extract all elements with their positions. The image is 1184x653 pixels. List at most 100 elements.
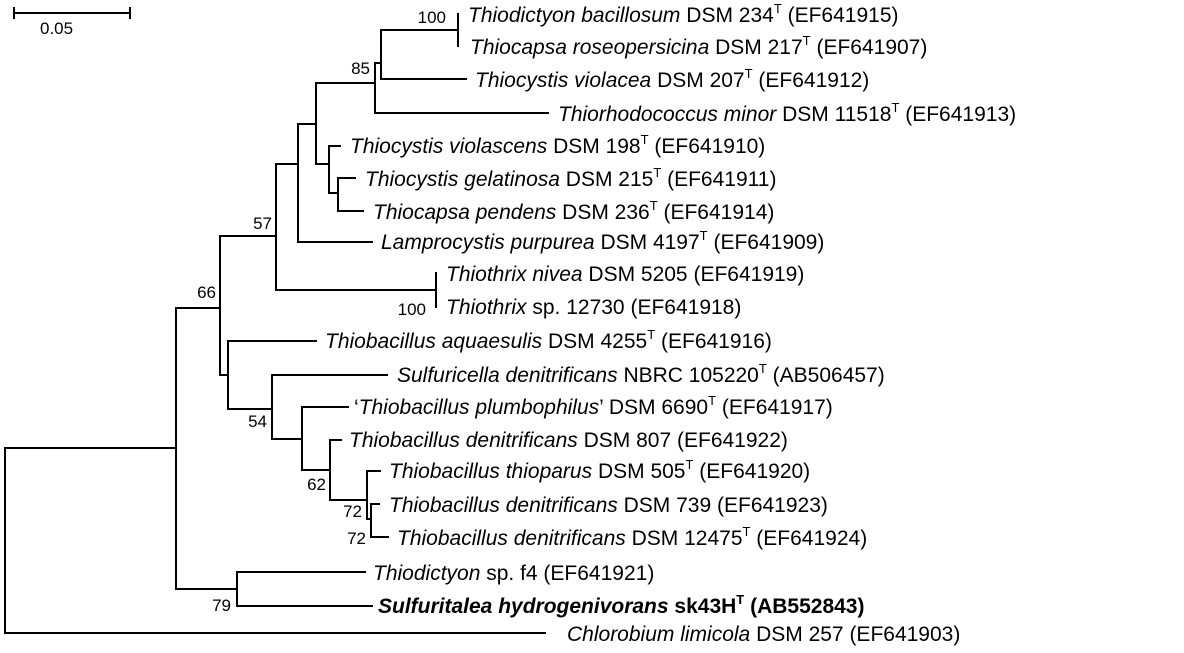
taxon-name: Thiobacillus denitrificans	[397, 527, 626, 550]
accession-number: (EF641918)	[625, 296, 742, 319]
taxon-label: Thiothrix sp. 12730 (EF641918)	[446, 296, 741, 319]
type-strain-marker: T	[891, 100, 899, 115]
taxon-label: Thiobacillus thioparus DSM 505T (EF64192…	[389, 457, 810, 483]
strain-id: DSM 198	[547, 135, 640, 158]
taxon-label: Lamprocystis purpurea DSM 4197T (EF64190…	[381, 228, 824, 254]
type-strain-marker: T	[647, 327, 655, 342]
accession-number: (EF641916)	[655, 330, 772, 353]
taxon-name: Thiocystis violascens	[350, 135, 548, 158]
strain-id: DSM 257	[750, 623, 843, 646]
bootstrap-value: 79	[212, 596, 231, 615]
taxon-name: Thiobacillus denitrificans	[389, 494, 618, 517]
strain-id: DSM 807	[578, 429, 671, 452]
accession-number: (EF641923)	[711, 494, 828, 517]
strain-id: DSM 215	[560, 168, 653, 191]
taxon-name: Thiodictyon	[373, 562, 480, 585]
accession-number: (EF641913)	[899, 103, 1016, 126]
taxon-label: Thiocystis violascens DSM 198T (EF641910…	[350, 132, 765, 158]
taxon-name: Thiocystis violacea	[475, 69, 651, 92]
bootstrap-value: 85	[351, 59, 370, 78]
taxon-label: Chlorobium limicola DSM 257 (EF641903)	[567, 623, 960, 646]
accession-number: (EF641921)	[538, 562, 655, 585]
taxon-labels: Thiodictyon bacillosum DSM 234T (EF64191…	[325, 1, 1016, 646]
bootstrap-value: 72	[347, 529, 366, 548]
taxon-name: Sulfuricella denitrificans	[397, 364, 618, 387]
accession-number: (EF641915)	[782, 4, 899, 27]
type-strain-marker: T	[745, 66, 753, 81]
type-strain-marker: T	[759, 361, 767, 376]
taxon-label: Thiobacillus denitrificans DSM 12475T (E…	[397, 524, 867, 550]
taxon-name: Thiocapsa pendens	[373, 201, 557, 224]
taxon-label: Thiodictyon bacillosum DSM 234T (EF64191…	[468, 1, 899, 27]
bootstrap-values: 100 85 57 66 100 54 62 72 72 79	[197, 8, 446, 615]
strain-id: DSM 217	[709, 36, 802, 59]
type-strain-marker: T	[743, 524, 751, 539]
taxon-name: Sulfuritalea hydrogenivorans	[378, 595, 669, 618]
taxon-name: Thiobacillus plumbophilus	[359, 396, 600, 419]
taxon-label: Sulfuricella denitrificans NBRC 105220T …	[397, 361, 885, 387]
accession-number: (EF641912)	[753, 69, 870, 92]
taxon-name: Thiothrix	[446, 296, 528, 319]
accession-number: (EF641919)	[688, 263, 805, 286]
accession-number: (EF641903)	[844, 623, 961, 646]
taxon-label: ‘Thiobacillus plumbophilus’ DSM 6690T (E…	[354, 393, 833, 419]
strain-id: DSM 505	[592, 460, 685, 483]
taxon-label: Thiocystis violacea DSM 207T (EF641912)	[475, 66, 869, 92]
accession-number: (EF641922)	[671, 429, 788, 452]
taxon-name: Thiothrix nivea	[446, 263, 583, 286]
taxon-label: Sulfuritalea hydrogenivorans sk43HT (AB5…	[378, 592, 864, 618]
taxon-name: Thiocystis gelatinosa	[365, 168, 560, 191]
accession-number: (EF641920)	[693, 460, 810, 483]
accession-number: (EF641924)	[750, 527, 867, 550]
taxon-label: Thiobacillus aquaesulis DSM 4255T (EF641…	[325, 327, 772, 353]
strain-id: DSM 207	[651, 69, 744, 92]
strain-id: sk43H	[669, 595, 737, 618]
accession-number: (EF641914)	[658, 201, 775, 224]
accession-number: (EF641909)	[708, 231, 825, 254]
type-strain-marker: T	[774, 1, 782, 16]
type-strain-marker: T	[650, 198, 658, 213]
taxon-name: Thiodictyon bacillosum	[468, 4, 680, 27]
type-strain-marker: T	[653, 165, 661, 180]
type-strain-marker: T	[641, 132, 649, 147]
type-strain-marker: T	[803, 33, 811, 48]
taxon-label: Thiothrix nivea DSM 5205 (EF641919)	[446, 263, 804, 286]
taxon-name: Chlorobium limicola	[567, 623, 750, 646]
taxon-name: Thiobacillus thioparus	[389, 460, 593, 483]
taxon-name: Thiorhodococcus minor	[558, 103, 777, 126]
strain-id: DSM 234	[680, 4, 774, 27]
taxon-label: Thiocystis gelatinosa DSM 215T (EF641911…	[365, 165, 776, 191]
strain-id: DSM 11518	[776, 103, 891, 126]
taxon-label: Thiodictyon sp. f4 (EF641921)	[373, 562, 654, 585]
taxon-quote: ’	[599, 396, 603, 419]
bootstrap-value: 54	[248, 412, 267, 431]
type-strain-marker: T	[708, 393, 716, 408]
strain-id: DSM 4255	[542, 330, 647, 353]
taxon-quote: ‘	[354, 396, 359, 419]
strain-id: DSM 5205	[583, 263, 688, 286]
accession-number: (AB506457)	[767, 364, 885, 387]
bootstrap-value: 100	[398, 300, 426, 319]
taxon-label: Thiocapsa roseopersicina DSM 217T (EF641…	[470, 33, 927, 59]
accession-number: (EF641910)	[649, 135, 766, 158]
bootstrap-value: 100	[418, 8, 446, 27]
accession-number: (EF641911)	[661, 168, 776, 191]
taxon-name: Thiobacillus aquaesulis	[325, 330, 543, 353]
accession-number: (EF641917)	[716, 396, 833, 419]
strain-id: DSM 6690	[603, 396, 708, 419]
bootstrap-value: 72	[343, 502, 362, 521]
taxon-name: Lamprocystis purpurea	[381, 231, 595, 254]
taxon-label: Thiobacillus denitrificans DSM 807 (EF64…	[349, 429, 788, 452]
taxon-label: Thiorhodococcus minor DSM 11518T (EF6419…	[558, 100, 1016, 126]
strain-id: DSM 739	[618, 494, 711, 517]
taxon-label: Thiocapsa pendens DSM 236T (EF641914)	[373, 198, 774, 224]
taxon-name: Thiobacillus denitrificans	[349, 429, 578, 452]
strain-id: DSM 12475	[626, 527, 743, 550]
taxon-name: Thiocapsa roseopersicina	[470, 36, 709, 59]
bootstrap-value: 62	[307, 475, 326, 494]
strain-id: DSM 236	[556, 201, 649, 224]
strain-id: NBRC 105220	[618, 364, 759, 387]
strain-id: sp. f4	[480, 562, 538, 585]
strain-id: sp. 12730	[527, 296, 625, 319]
